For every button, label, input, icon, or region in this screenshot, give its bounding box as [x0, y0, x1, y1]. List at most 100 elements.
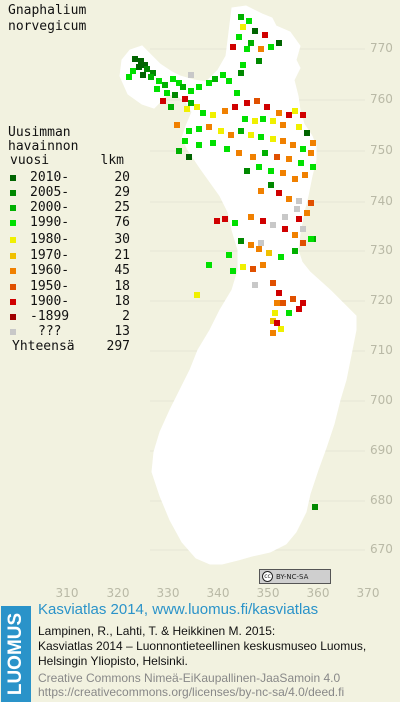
occurrence-square	[196, 126, 202, 132]
occurrence-square	[252, 282, 258, 288]
occurrence-square	[258, 240, 264, 246]
occurrence-square	[258, 188, 264, 194]
x-tick-label: 330	[156, 586, 180, 600]
atlas-credit-link[interactable]: Kasviatlas 2014, www.luomus.fi/kasviatla…	[38, 601, 319, 618]
occurrence-square	[194, 104, 200, 110]
legend-swatch	[10, 284, 16, 290]
occurrence-square	[264, 104, 270, 110]
occurrence-square	[270, 118, 276, 124]
legend-swatch	[10, 205, 16, 211]
occurrence-square	[290, 296, 296, 302]
occurrence-square	[254, 98, 260, 104]
occurrence-square	[242, 116, 248, 122]
occurrence-square	[274, 154, 280, 160]
x-tick-label: 340	[206, 586, 230, 600]
occurrence-square	[210, 112, 216, 118]
occurrence-square	[218, 128, 224, 134]
occurrence-square	[290, 142, 296, 148]
license-url[interactable]: https://creativecommons.org/licenses/by-…	[38, 685, 345, 699]
occurrence-square	[220, 72, 226, 78]
occurrence-square	[248, 214, 254, 220]
cc-license-badge[interactable]: cc BY-NC-SA	[259, 569, 331, 584]
occurrence-square	[232, 104, 238, 110]
occurrence-square	[270, 330, 276, 336]
occurrence-square	[286, 310, 292, 316]
occurrence-square	[270, 222, 276, 228]
occurrence-square	[300, 300, 306, 306]
occurrence-square	[304, 130, 310, 136]
occurrence-square	[186, 128, 192, 134]
occurrence-square	[226, 252, 232, 258]
occurrence-square	[282, 214, 288, 220]
occurrence-square	[278, 326, 284, 332]
occurrence-square	[278, 254, 284, 260]
occurrence-square	[292, 176, 298, 182]
occurrence-square	[260, 218, 266, 224]
occurrence-square	[300, 240, 306, 246]
occurrence-square	[244, 100, 250, 106]
occurrence-square	[268, 44, 274, 50]
x-tick-label: 360	[306, 586, 330, 600]
luomus-logo: LUOMUS	[1, 606, 31, 702]
occurrence-square	[298, 160, 304, 166]
occurrence-square	[148, 74, 154, 80]
occurrence-square	[236, 150, 242, 156]
occurrence-square	[176, 80, 182, 86]
occurrence-square	[248, 40, 254, 46]
occurrence-square	[270, 136, 276, 142]
legend-swatch	[10, 175, 16, 181]
occurrence-square	[248, 242, 254, 248]
y-tick-label: 700	[370, 393, 393, 407]
occurrence-square	[302, 172, 308, 178]
occurrence-square	[126, 74, 132, 80]
occurrence-square	[170, 76, 176, 82]
occurrence-square	[184, 106, 190, 112]
y-tick-label: 750	[370, 143, 393, 157]
occurrence-square	[238, 14, 244, 20]
legend-swatch	[10, 268, 16, 274]
occurrence-square	[238, 238, 244, 244]
occurrence-square	[138, 58, 144, 64]
luomus-logo-text: LUOMUS	[5, 612, 26, 696]
occurrence-square	[246, 18, 252, 24]
occurrence-square	[196, 142, 202, 148]
occurrence-square	[172, 92, 178, 98]
occurrence-square	[252, 118, 258, 124]
occurrence-square	[164, 90, 170, 96]
occurrence-square	[310, 140, 316, 146]
y-tick-label: 720	[370, 293, 393, 307]
occurrence-square	[268, 182, 274, 188]
occurrence-square	[228, 132, 234, 138]
y-tick-label: 670	[370, 542, 393, 556]
y-tick-label: 770	[370, 41, 393, 55]
occurrence-square	[276, 110, 282, 116]
cc-license-text: BY-NC-SA	[276, 572, 309, 581]
legend-row: -1899 2	[8, 310, 130, 324]
legend-row: 2005- 29	[8, 186, 130, 200]
occurrence-square	[162, 82, 168, 88]
occurrence-square	[250, 154, 256, 160]
occurrence-square	[274, 300, 280, 306]
occurrence-square	[142, 62, 148, 68]
occurrence-square	[308, 236, 314, 242]
occurrence-square	[240, 24, 246, 30]
legend-row: 1950- 18	[8, 280, 130, 294]
species-name-line1: Gnaphalium	[8, 3, 87, 18]
citation-line: Kasviatlas 2014 – Luonnontieteellinen ke…	[38, 639, 367, 653]
occurrence-square	[274, 320, 280, 326]
occurrence-square	[258, 134, 264, 140]
occurrence-square	[292, 108, 298, 114]
occurrence-square	[280, 122, 286, 128]
y-tick-label: 730	[370, 243, 393, 257]
legend-row: 1900- 18	[8, 295, 130, 309]
legend-col-year: vuosi	[10, 153, 50, 168]
cc-icon: cc	[262, 571, 273, 582]
occurrence-square	[206, 262, 212, 268]
legend-row: ??? 13	[8, 325, 130, 339]
occurrence-square	[304, 210, 310, 216]
occurrence-square	[130, 68, 136, 74]
legend-swatch	[10, 190, 16, 196]
occurrence-square	[292, 248, 298, 254]
occurrence-square	[260, 262, 266, 268]
